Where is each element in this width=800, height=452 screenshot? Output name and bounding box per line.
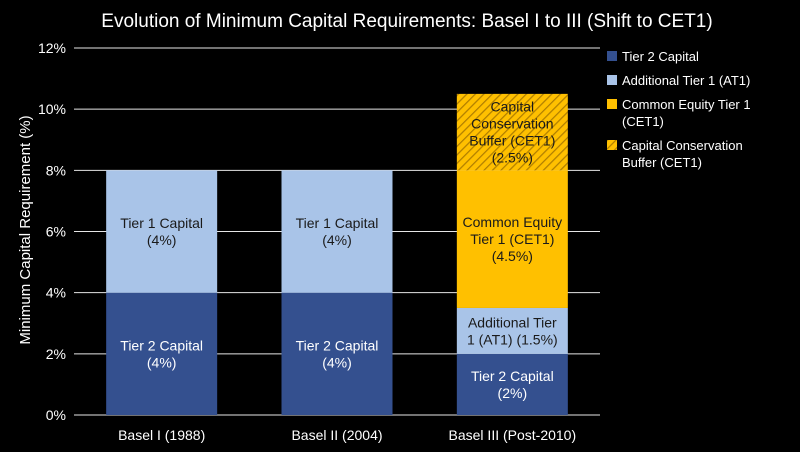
legend: Tier 2 Capital Additional Tier 1 (AT1) Com… [607, 49, 751, 170]
bar-segment [456, 93, 568, 171]
y-tick-label: 6% [46, 224, 66, 240]
bar-segment [106, 292, 218, 415]
y-axis-label: Minimum Capital Requirement (%) [17, 115, 34, 344]
y-tick-label: 12% [38, 40, 66, 56]
bar-segment [456, 353, 568, 415]
legend-swatch [607, 99, 617, 109]
y-tick-label: 10% [38, 101, 66, 117]
y-tick-label: 0% [46, 407, 66, 423]
bar-segment [281, 292, 393, 415]
legend-label: Common Equity Tier 1 (CET1) [622, 97, 751, 129]
bar-segment [281, 170, 393, 293]
bar-data-label: Tier 2 Capital (2%) [471, 368, 554, 401]
legend-label: Tier 2 Capital [622, 49, 699, 64]
x-tick-label: Basel III (Post-2010) [449, 427, 577, 443]
bar-data-label: Tier 1 Capital (4%) [296, 215, 379, 248]
bar-data-label: Tier 1 Capital (4%) [120, 215, 203, 248]
legend-label: Capital Conservation Buffer (CET1) [622, 138, 743, 170]
bar-segment [456, 307, 568, 354]
bar-data-label: Common Equity Tier 1 (CET1) (4.5%) [463, 214, 563, 264]
y-tick-label: 8% [46, 162, 66, 178]
legend-swatch [607, 140, 617, 150]
bar-segment [106, 170, 218, 293]
bar-data-label: Tier 2 Capital (4%) [120, 337, 203, 370]
legend-swatch [607, 51, 617, 61]
bar-data-label: Capital Conservation Buffer (CET1) (2.5%) [469, 99, 555, 166]
bar-segment [456, 170, 568, 308]
x-tick-label: Basel II (2004) [291, 427, 382, 443]
bar-data-label: Additional Tier 1 (AT1) (1.5%) [467, 314, 558, 347]
legend-swatch [607, 75, 617, 85]
bar-data-label: Tier 2 Capital (4%) [296, 337, 379, 370]
x-tick-label: Basel I (1988) [118, 427, 205, 443]
y-tick-label: 4% [46, 285, 66, 301]
y-tick-label: 2% [46, 346, 66, 362]
chart-title: Evolution of Minimum Capital Requirement… [101, 11, 712, 32]
legend-label: Additional Tier 1 (AT1) [622, 73, 750, 88]
